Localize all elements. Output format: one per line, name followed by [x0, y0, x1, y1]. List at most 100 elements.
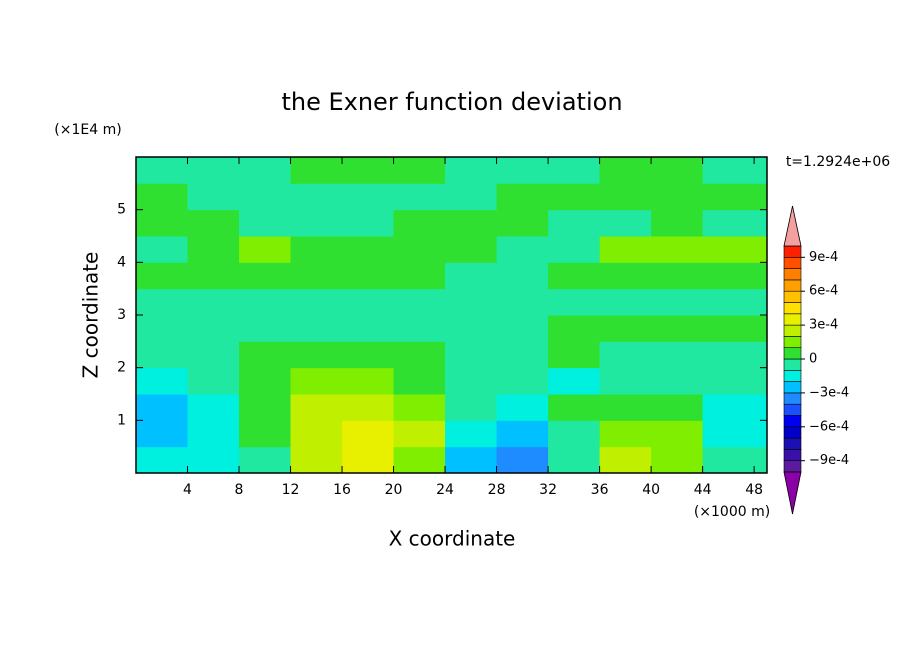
contour-cell: [599, 183, 652, 211]
contour-cell: [239, 367, 292, 395]
contour-cell: [548, 262, 601, 290]
contour-cell: [393, 446, 446, 474]
contour-cell: [342, 288, 395, 316]
contour-cell: [393, 367, 446, 395]
contour-cell: [599, 262, 652, 290]
contour-cell: [599, 315, 652, 342]
colorbar-box: [783, 449, 802, 461]
contour-cell: [702, 288, 768, 316]
contour-cell: [702, 420, 768, 448]
colorbar-tick-label: 6e-4: [809, 284, 838, 299]
contour-cell: [342, 341, 395, 369]
x-tick-label: 48: [745, 482, 763, 498]
contour-cell: [496, 315, 549, 342]
contour-cell: [342, 209, 395, 237]
contour-cell: [239, 288, 292, 316]
contour-cell: [290, 288, 343, 316]
contour-cell: [548, 236, 601, 263]
x-tick-label: 40: [642, 482, 660, 498]
contour-cell: [342, 183, 395, 211]
x-tick-label: 36: [591, 482, 609, 498]
contour-cell: [187, 183, 240, 211]
contour-cell: [496, 446, 549, 474]
contour-cell: [239, 446, 292, 474]
y-tick-label: 2: [117, 360, 126, 376]
contour-cell: [136, 394, 189, 421]
contour-cell: [651, 315, 704, 342]
contour-cell: [342, 420, 395, 448]
colorbar-box: [783, 369, 802, 382]
contour-cell: [496, 262, 549, 290]
contour-cell: [496, 236, 549, 263]
colorbar-box: [783, 415, 802, 428]
contour-cell: [651, 157, 704, 184]
contour-cell: [136, 446, 189, 474]
colorbar-tick-label: −3e-4: [809, 385, 849, 400]
contour-cell: [599, 236, 652, 263]
contour-cell: [496, 157, 549, 184]
contour-cell: [187, 341, 240, 369]
y-tick-label: 5: [117, 202, 126, 218]
contour-cell: [599, 157, 652, 184]
contour-cell: [548, 420, 601, 448]
x-tick-label: 8: [235, 482, 244, 498]
colorbar-extend-high: [783, 205, 802, 247]
contour-cell: [290, 157, 343, 184]
contour-cell: [445, 420, 498, 448]
contour-cell: [290, 209, 343, 237]
colorbar-tick-label: 9e-4: [809, 250, 838, 265]
contour-cell: [239, 262, 292, 290]
colorbar-box: [783, 324, 802, 337]
contour-cell: [136, 157, 189, 184]
contour-cell: [342, 394, 395, 421]
contour-cell: [496, 341, 549, 369]
contour-cell: [393, 420, 446, 448]
contour-cell: [599, 446, 652, 474]
contour-cell: [136, 288, 189, 316]
contour-cell: [496, 394, 549, 421]
contour-cell: [342, 315, 395, 342]
contour-cell: [702, 394, 768, 421]
x-tick-label: 16: [333, 482, 351, 498]
contour-cell: [445, 367, 498, 395]
contour-cell: [445, 394, 498, 421]
x-axis-label: X coordinate: [389, 527, 516, 551]
contour-cell: [187, 157, 240, 184]
contour-cell: [651, 420, 704, 448]
contour-cell: [239, 157, 292, 184]
contour-cell: [136, 367, 189, 395]
contour-cell: [599, 341, 652, 369]
contour-cell: [136, 209, 189, 237]
contour-cell: [342, 367, 395, 395]
contour-cell: [548, 183, 601, 211]
contour-cell: [136, 420, 189, 448]
contour-cell: [548, 446, 601, 474]
x-tick-label: 4: [183, 482, 192, 498]
contour-cell: [187, 420, 240, 448]
contour-cell: [548, 367, 601, 395]
colorbar-box: [783, 460, 802, 473]
y-tick-label: 4: [117, 254, 126, 270]
x-unit: (×1000 m): [694, 504, 770, 520]
colorbar-tick-label: 0: [809, 352, 817, 367]
colorbar-box: [783, 381, 802, 394]
contour-cell: [651, 183, 704, 211]
x-tick-label: 24: [436, 482, 454, 498]
y-tick-label: 3: [117, 307, 126, 323]
contour-cell: [651, 394, 704, 421]
contour-cell: [239, 420, 292, 448]
contour-cell: [290, 341, 343, 369]
contour-cell: [702, 446, 768, 474]
contour-cell: [651, 367, 704, 395]
colorbar-box: [783, 268, 802, 281]
contour-cell: [393, 315, 446, 342]
time-annotation: t=1.2924e+06: [786, 154, 890, 170]
contour-cell: [290, 420, 343, 448]
contour-cell: [599, 420, 652, 448]
x-tick-label: 12: [282, 482, 300, 498]
colorbar-box: [783, 256, 802, 269]
contour-cell: [136, 315, 189, 342]
contour-cell: [496, 420, 549, 448]
x-tick-label: 32: [539, 482, 557, 498]
